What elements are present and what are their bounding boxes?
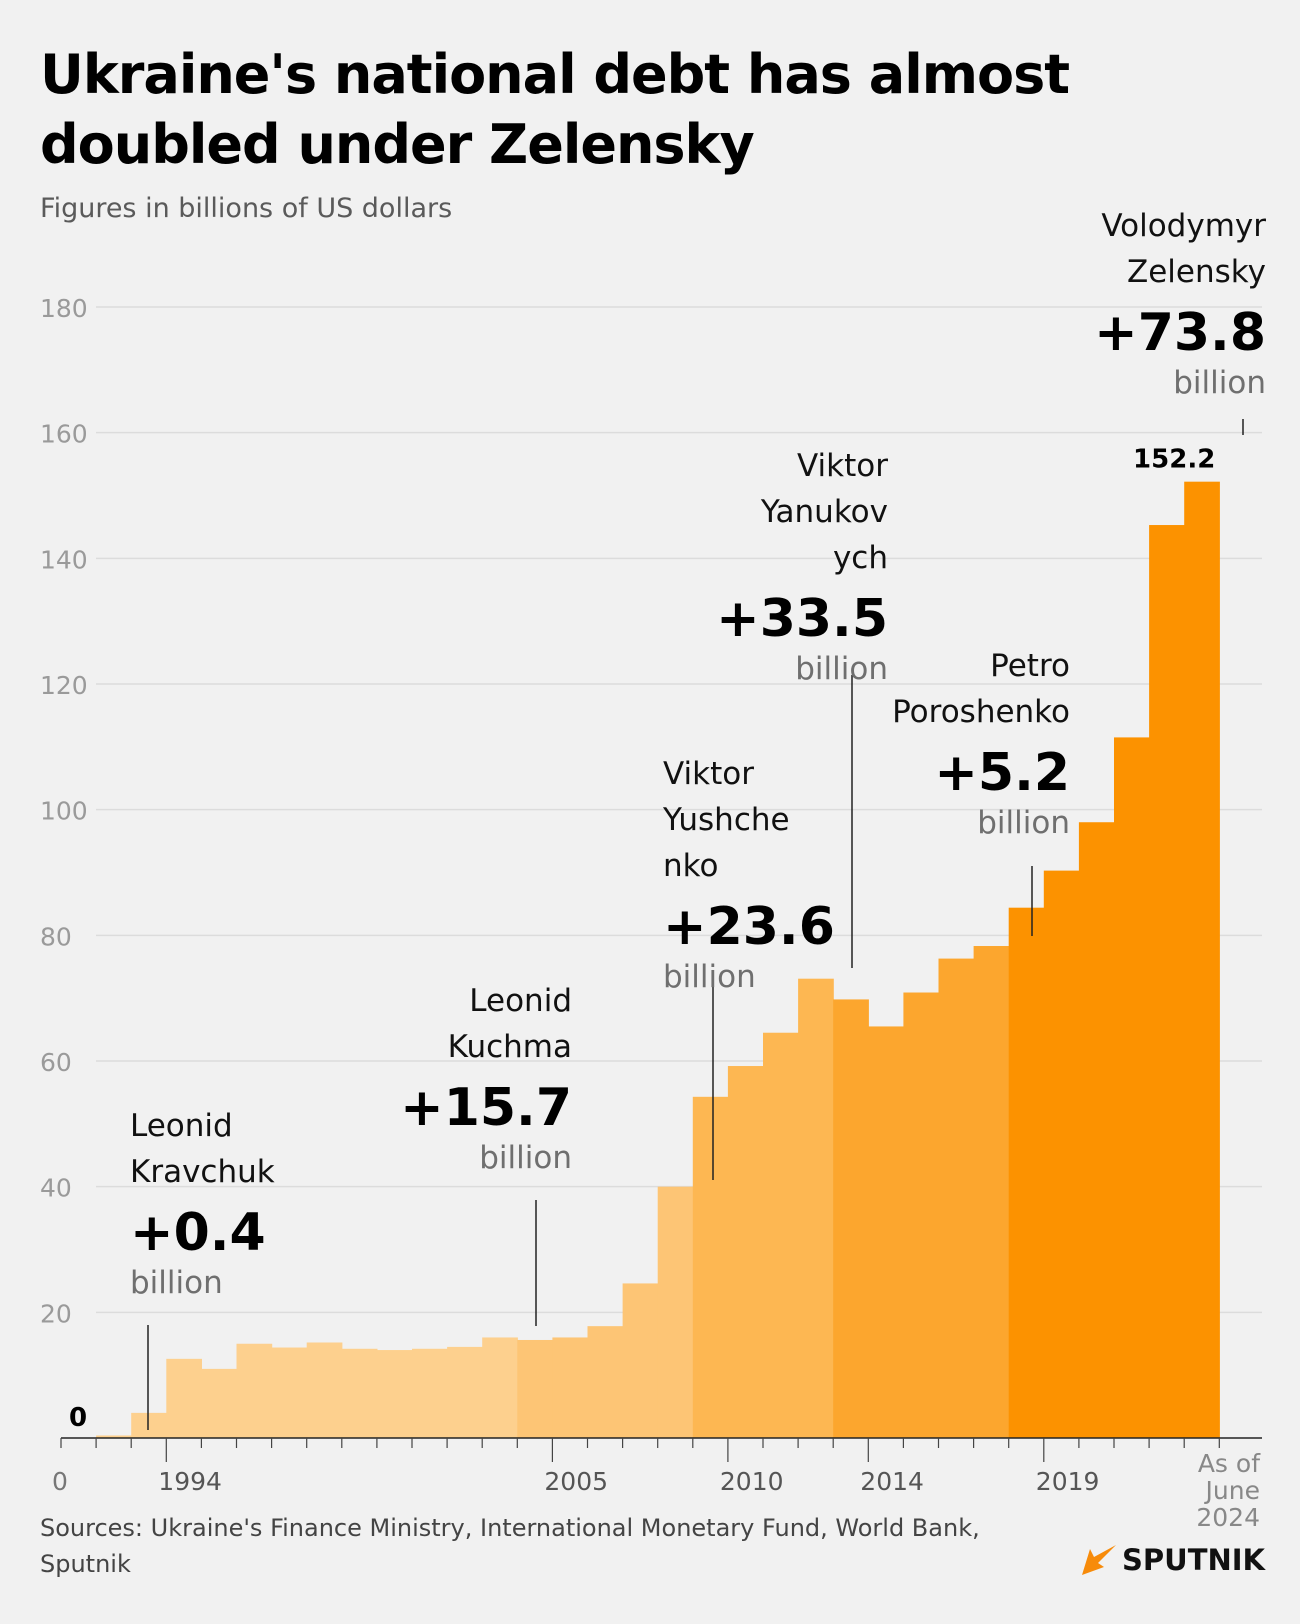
bar xyxy=(1043,870,1080,1438)
bar xyxy=(938,958,975,1438)
debt-increase: +33.5 xyxy=(716,589,888,649)
x-tick-label: 0 xyxy=(52,1467,68,1496)
y-tick-label: 160 xyxy=(40,420,88,449)
bar xyxy=(376,1350,413,1438)
unit-label: billion xyxy=(663,959,756,995)
debt-increase: +0.4 xyxy=(130,1203,266,1263)
bar xyxy=(412,1348,448,1438)
x-tick-label: 2019 xyxy=(1036,1467,1100,1496)
unit-label: billion xyxy=(130,1265,223,1301)
debt-increase: +5.2 xyxy=(934,743,1070,803)
value-label: 152.2 xyxy=(1133,445,1215,475)
president-name: Kuchma xyxy=(447,1029,572,1065)
president-name: Yanukov xyxy=(760,494,888,530)
unit-label: billion xyxy=(479,1140,572,1176)
bar xyxy=(692,1096,729,1438)
bar xyxy=(868,1026,904,1438)
bar xyxy=(131,1412,167,1438)
bar xyxy=(517,1339,553,1438)
bar xyxy=(1149,525,1185,1438)
bar xyxy=(482,1337,518,1438)
bar xyxy=(1078,822,1115,1438)
bar xyxy=(341,1348,378,1438)
y-axis: 20 40 60 80 100 120 140 160 180 xyxy=(40,294,88,1328)
bar xyxy=(763,1032,799,1438)
bar xyxy=(1184,481,1220,1439)
bar xyxy=(201,1368,238,1438)
president-name: Viktor xyxy=(797,448,888,484)
bar xyxy=(96,1435,132,1438)
president-name: ych xyxy=(832,540,888,576)
bar xyxy=(727,1066,764,1438)
bar xyxy=(903,992,940,1438)
annotation-zelensky: Volodymyr Zelensky +73.8 billion xyxy=(1060,203,1266,401)
y-tick-label: 20 xyxy=(40,1299,72,1328)
x-axis: 0 1994 2005 2010 2014 2019 As of June 2024 xyxy=(52,1437,1262,1532)
value-labels: 0 152.2 xyxy=(69,445,1215,1433)
y-tick-label: 100 xyxy=(40,797,88,826)
value-label: 0 xyxy=(69,1403,87,1433)
president-name: Poroshenko xyxy=(892,694,1070,730)
y-tick-label: 60 xyxy=(40,1048,72,1077)
bar xyxy=(447,1346,483,1438)
chart-subtitle: Figures in billions of US dollars xyxy=(40,193,453,224)
y-tick-label: 40 xyxy=(40,1174,72,1203)
unit-label: billion xyxy=(977,805,1070,841)
y-tick-label: 120 xyxy=(40,671,88,700)
bar xyxy=(1008,907,1045,1438)
y-tick-label: 80 xyxy=(40,922,72,951)
bar xyxy=(271,1347,308,1438)
unit-label: billion xyxy=(1173,365,1266,401)
debt-increase: +15.7 xyxy=(400,1078,572,1138)
x-tick-label: 2010 xyxy=(720,1467,784,1496)
chart-title: Ukraine's national debt has almost doubl… xyxy=(40,43,1070,176)
bars xyxy=(96,481,1220,1439)
bar xyxy=(587,1326,624,1438)
sputnik-logo[interactable]: SPUTNIK xyxy=(1080,1543,1265,1577)
president-name: Yushche xyxy=(663,802,790,838)
y-tick-label: 140 xyxy=(40,545,88,574)
bar xyxy=(973,946,1010,1438)
x-tick-label: 2014 xyxy=(860,1467,924,1496)
president-name: Leonid xyxy=(130,1108,233,1144)
annotation-yushchenko: Viktor Yushche nko +23.6 billion xyxy=(663,751,835,995)
president-name: Zelensky xyxy=(1127,254,1266,290)
bar xyxy=(306,1342,343,1438)
x-tick-label: 1994 xyxy=(158,1467,222,1496)
bar xyxy=(622,1283,659,1438)
debt-increase: +73.8 xyxy=(1094,303,1266,363)
bar xyxy=(657,1186,694,1438)
sources-footer: Sources: Ukraine's Finance Ministry, Int… xyxy=(40,1514,980,1578)
annotation-kuchma: Leonid Kuchma +15.7 billion xyxy=(400,978,572,1176)
logo-text: SPUTNIK xyxy=(1122,1543,1266,1577)
president-name: Volodymyr xyxy=(1101,208,1266,244)
bar xyxy=(798,978,834,1438)
bar xyxy=(236,1343,273,1438)
bar xyxy=(552,1337,589,1438)
president-name: Petro xyxy=(990,648,1070,684)
debt-increase: +23.6 xyxy=(663,897,835,957)
x-tick-label: 2005 xyxy=(544,1467,608,1496)
sputnik-arrow-icon xyxy=(1082,1545,1116,1575)
president-name: Leonid xyxy=(469,983,572,1019)
annotation-kravchuk: Leonid Kravchuk +0.4 billion xyxy=(130,1103,275,1301)
president-name: nko xyxy=(663,848,719,884)
president-name: Kravchuk xyxy=(130,1154,275,1190)
bar xyxy=(166,1358,202,1438)
annotation-leader-lines xyxy=(147,419,1244,1430)
unit-label: billion xyxy=(795,651,888,687)
annotation-yanukovych: Viktor Yanukov ych +33.5 billion xyxy=(700,443,888,687)
annotation-poroshenko: Petro Poroshenko +5.2 billion xyxy=(850,643,1070,841)
bar xyxy=(833,999,869,1438)
president-name: Viktor xyxy=(663,756,754,792)
bar xyxy=(1114,737,1150,1438)
y-tick-label: 180 xyxy=(40,294,88,323)
x-tick-label-last: As of June 2024 xyxy=(1196,1449,1261,1532)
